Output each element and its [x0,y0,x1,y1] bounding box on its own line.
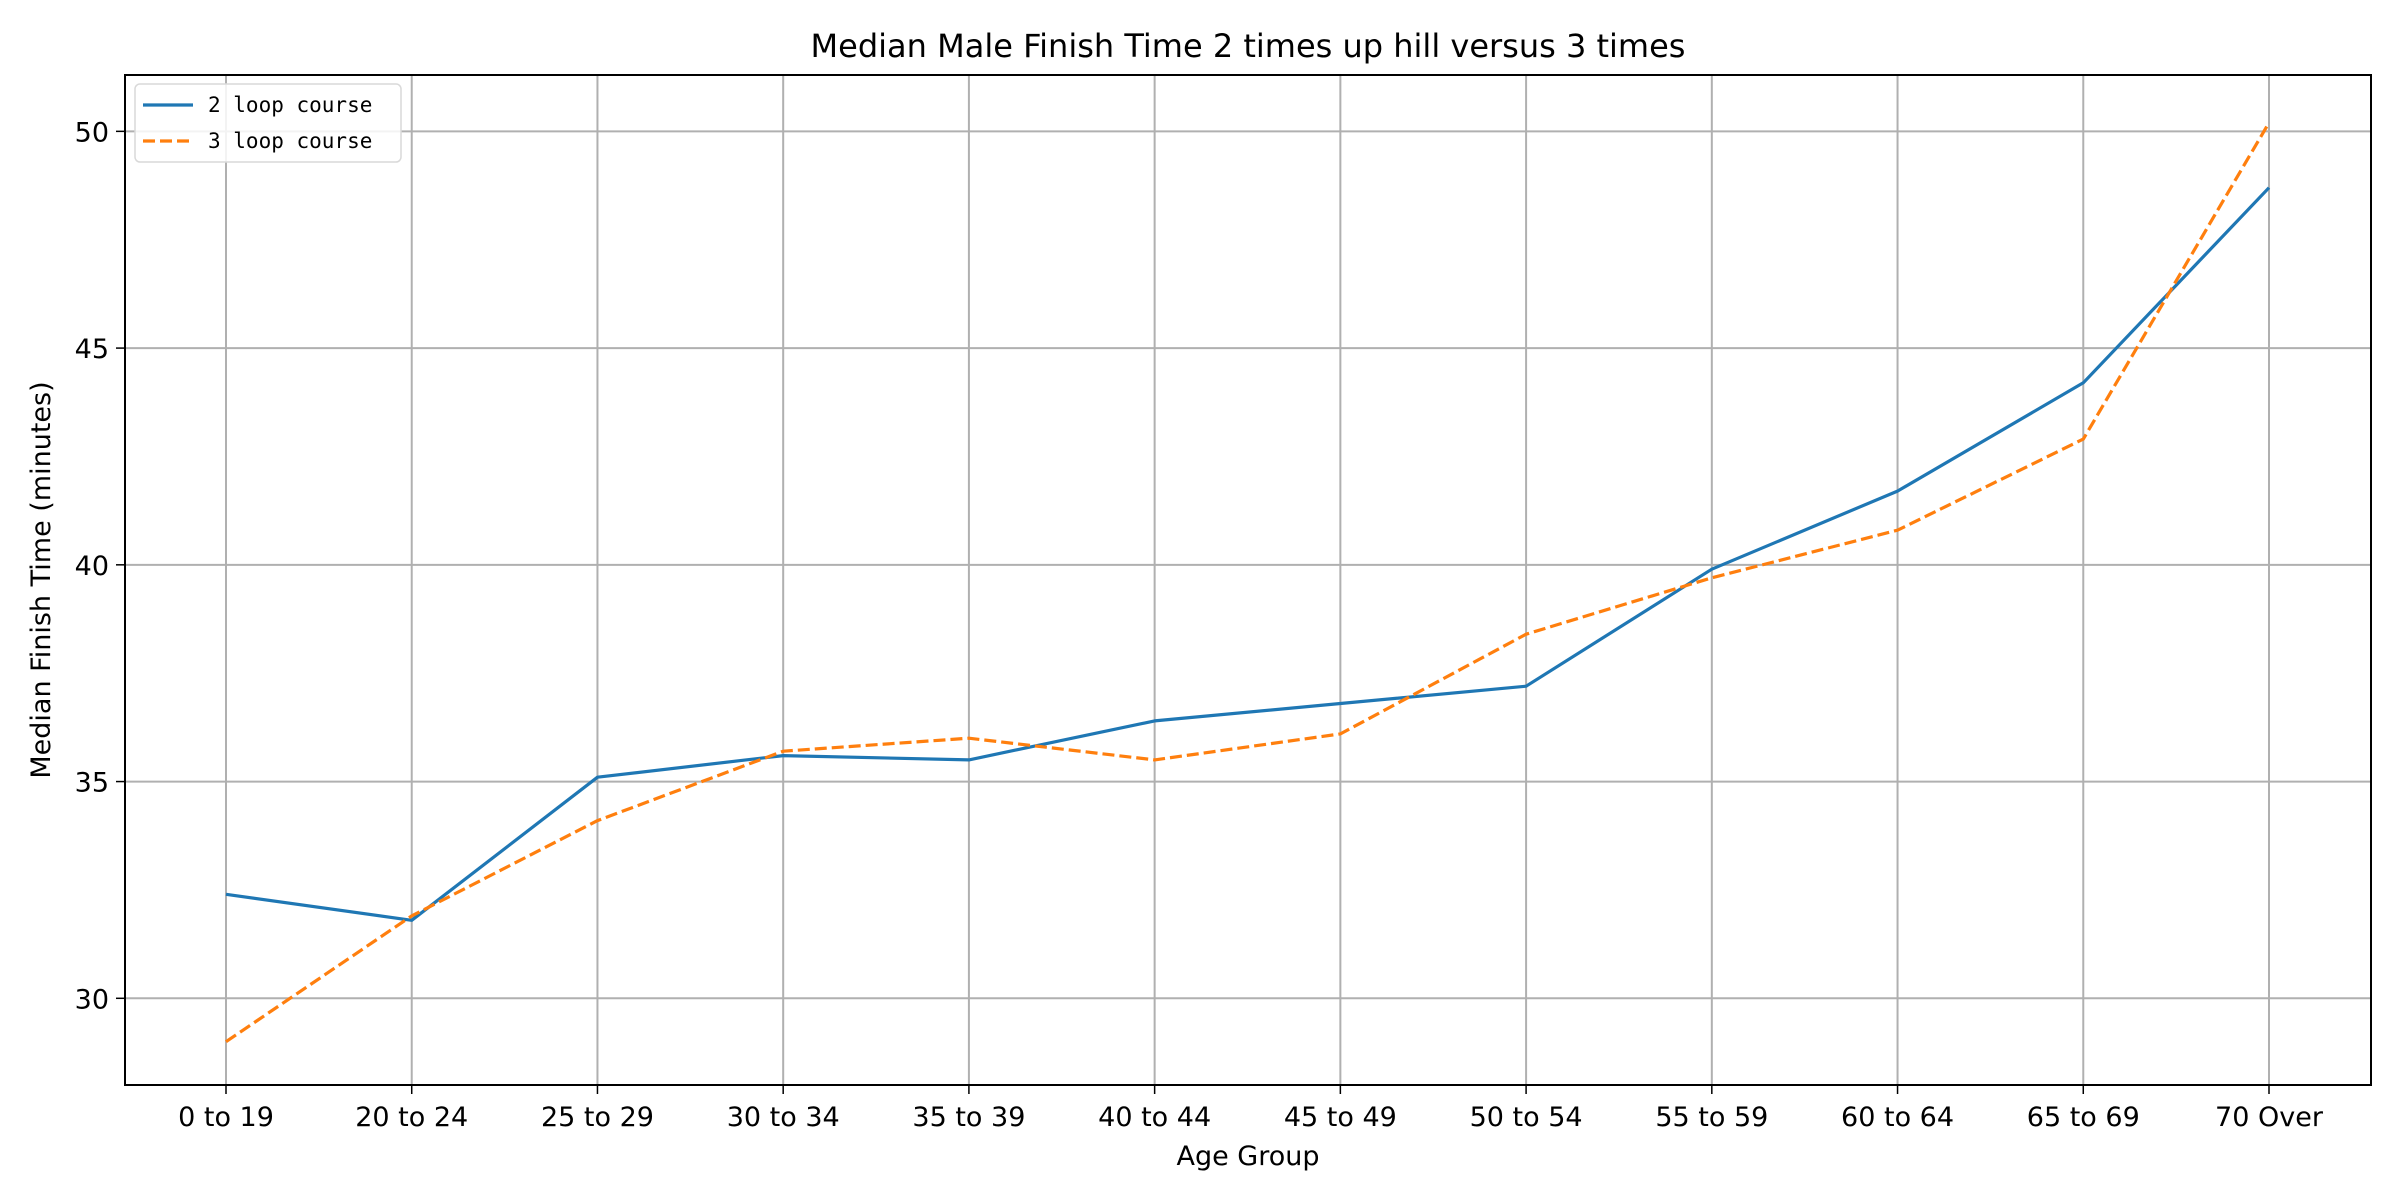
y-tick-label: 40 [75,551,109,582]
x-tick-label: 60 to 64 [1841,1102,1954,1133]
series-1-point [1153,719,1156,722]
y-axis-label: Median Finish Time (minutes) [26,381,57,778]
x-axis-ticks: 0 to 19 20 to 24 25 to 29 30 to 34 35 to 39 4… [178,1085,2324,1133]
y-tick-label: 45 [75,334,109,365]
series-1-point [2268,186,2271,189]
series-2-point [2082,438,2085,441]
x-tick-label: 70 Over [2215,1102,2324,1133]
x-tick-label: 65 to 69 [2027,1102,2140,1133]
series-2-point [1710,576,1713,579]
series-1-point [410,919,413,922]
series-2-point [225,1040,228,1043]
series-2-point [967,737,970,740]
x-tick-label: 30 to 34 [727,1102,840,1133]
grid [125,75,2371,1085]
x-tick-label: 0 to 19 [178,1102,274,1133]
series-2-point [2268,121,2271,124]
series-1-point [1710,568,1713,571]
y-tick-label: 30 [75,984,109,1015]
series-2-point [1525,633,1528,636]
series-2-point [1153,758,1156,761]
chart-title: Median Male Finish Time 2 times up hill … [811,27,1686,65]
series-1-point [1896,490,1899,493]
legend-label: 2 loop course [208,93,372,117]
legend-label: 3 loop course [208,129,372,153]
y-tick-label: 50 [75,117,109,148]
x-tick-label: 55 to 59 [1655,1102,1768,1133]
x-tick-label: 45 to 49 [1284,1102,1397,1133]
x-tick-label: 40 to 44 [1098,1102,1211,1133]
series-lines [225,121,2271,1044]
x-tick-label: 50 to 54 [1470,1102,1583,1133]
series-2-point [410,914,413,917]
x-tick-label: 25 to 29 [541,1102,654,1133]
series-2-point [782,750,785,753]
series-2-point [1896,529,1899,532]
legend: 2 loop course 3 loop course [134,83,402,163]
series-1-point [782,754,785,757]
series-line-1 [225,186,2271,922]
plot-frame [124,74,2372,1086]
y-tick-label: 35 [75,768,109,799]
series-1-point [225,893,228,896]
legend-box [134,83,402,163]
series-1-point [1339,702,1342,705]
series-line-2 [225,121,2271,1044]
x-axis-label: Age Group [1176,1141,1319,1172]
series-2-point [1339,732,1342,735]
series-1-point [596,776,599,779]
series-1-point [2082,381,2085,384]
series-2-point [596,819,599,822]
series-1-point [967,758,970,761]
y-axis-ticks: 30 35 40 45 50 [75,117,125,1015]
x-tick-label: 20 to 24 [355,1102,468,1133]
x-tick-label: 35 to 39 [912,1102,1025,1133]
series-1-point [1525,685,1528,688]
